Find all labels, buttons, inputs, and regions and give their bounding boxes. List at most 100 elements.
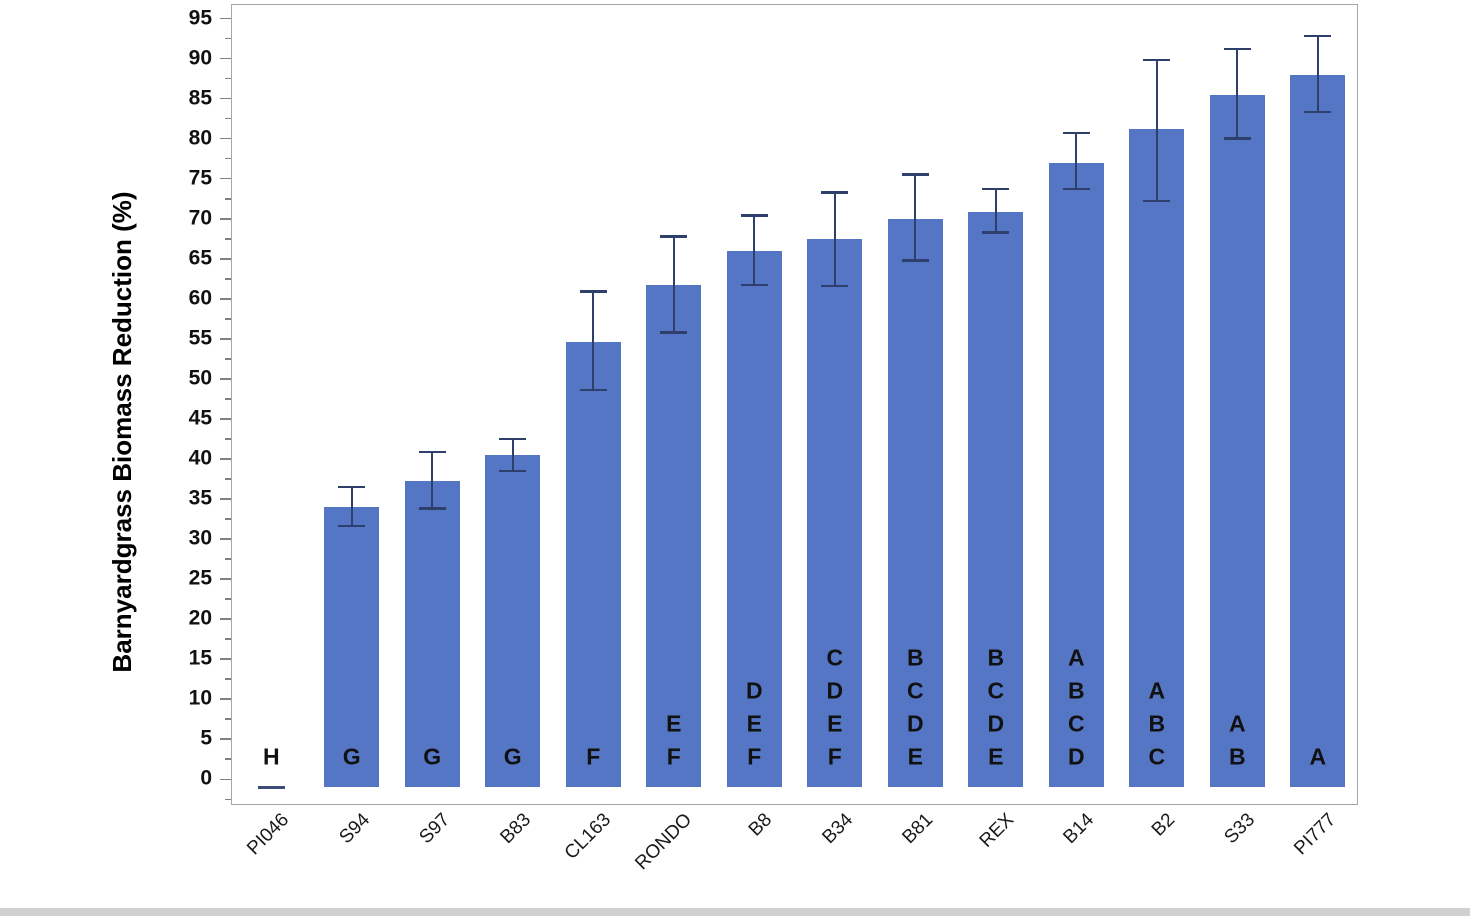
error-bar-B14 bbox=[1075, 133, 1078, 190]
error-bar-CL163-upper-cap bbox=[579, 290, 607, 293]
letter-PI046-H: H bbox=[262, 743, 280, 770]
y-major-tick bbox=[220, 378, 231, 380]
error-bar-REX-upper-cap bbox=[982, 187, 1010, 191]
error-bar-B2 bbox=[1155, 60, 1158, 202]
bar-B8 bbox=[726, 250, 782, 788]
y-minor-tick bbox=[225, 558, 231, 560]
error-bar-B81 bbox=[914, 174, 917, 261]
error-bar-S94 bbox=[350, 487, 353, 527]
error-bar-B14-lower-cap bbox=[1062, 187, 1090, 191]
y-major-tick bbox=[220, 618, 231, 620]
y-tick-label: 40 bbox=[188, 446, 212, 470]
y-major-tick bbox=[220, 658, 231, 660]
error-bar-B14-upper-cap bbox=[1062, 131, 1090, 135]
error-bar-RONDO-upper-cap bbox=[660, 235, 688, 238]
bar-CL163 bbox=[565, 342, 621, 788]
letter-B14-A: A bbox=[1067, 644, 1085, 671]
y-major-tick bbox=[220, 97, 231, 100]
letter-B83-G: G bbox=[503, 743, 522, 770]
y-minor-tick bbox=[225, 598, 231, 600]
letter-RONDO-E: E bbox=[666, 710, 682, 737]
error-bar-CL163 bbox=[592, 291, 595, 391]
y-tick-label: 15 bbox=[188, 646, 212, 670]
letter-S94-G: G bbox=[342, 743, 361, 770]
y-tick-label: 55 bbox=[188, 326, 212, 350]
error-bar-RONDO-lower-cap bbox=[660, 331, 688, 334]
y-minor-tick bbox=[225, 718, 231, 721]
bar-S97 bbox=[404, 480, 460, 788]
y-tick-label: 0 bbox=[200, 766, 212, 790]
y-tick-label: 20 bbox=[188, 606, 212, 630]
error-bar-B83-lower-cap bbox=[499, 469, 527, 473]
y-minor-tick bbox=[225, 197, 231, 200]
bar-PI777 bbox=[1290, 74, 1346, 788]
y-tick-label: 50 bbox=[188, 366, 212, 390]
y-major-tick bbox=[220, 338, 231, 340]
y-minor-tick bbox=[225, 518, 231, 520]
error-bar-PI777-lower-cap bbox=[1304, 111, 1332, 114]
error-bar-S97-lower-cap bbox=[418, 507, 446, 510]
y-major-tick bbox=[220, 57, 231, 60]
y-minor-tick bbox=[225, 678, 231, 680]
letter-REX-C: C bbox=[987, 677, 1005, 704]
y-tick-label: 25 bbox=[188, 566, 212, 590]
y-minor-tick bbox=[225, 278, 231, 280]
error-bar-B2-lower-cap bbox=[1143, 199, 1171, 203]
letter-S97-G: G bbox=[423, 743, 442, 770]
bar-S33 bbox=[1209, 94, 1265, 788]
window-bottom-strip bbox=[0, 908, 1470, 916]
y-major-tick bbox=[220, 298, 231, 300]
error-bar-RONDO bbox=[672, 236, 675, 333]
letter-S33-A: A bbox=[1228, 710, 1246, 737]
y-minor-tick bbox=[225, 638, 231, 640]
error-bar-B34-lower-cap bbox=[821, 284, 849, 288]
y-tick-label: 75 bbox=[188, 166, 212, 190]
error-bar-B8 bbox=[753, 215, 756, 286]
error-bar-CL163-lower-cap bbox=[579, 388, 607, 392]
y-tick-label: 30 bbox=[188, 526, 212, 550]
y-major-tick bbox=[220, 738, 231, 741]
y-minor-tick bbox=[225, 758, 231, 761]
y-minor-tick bbox=[225, 478, 231, 480]
y-minor-tick bbox=[225, 37, 231, 40]
error-bar-S33 bbox=[1236, 48, 1239, 139]
letter-B34-C: C bbox=[826, 644, 844, 671]
error-bar-S33-lower-cap bbox=[1223, 137, 1251, 140]
error-bar-B34-upper-cap bbox=[821, 191, 849, 194]
error-bar-REX-lower-cap bbox=[982, 231, 1010, 234]
y-major-tick bbox=[220, 257, 231, 260]
error-bar-S97-upper-cap bbox=[418, 450, 446, 453]
y-major-tick bbox=[220, 177, 231, 180]
y-tick-label: 35 bbox=[188, 486, 212, 510]
error-bar-B8-upper-cap bbox=[740, 214, 768, 217]
error-bar-B81-upper-cap bbox=[901, 173, 929, 176]
letter-B8-D: D bbox=[745, 677, 763, 704]
y-minor-tick bbox=[225, 798, 231, 801]
letter-B2-A: A bbox=[1148, 677, 1166, 704]
y-major-tick bbox=[220, 538, 231, 540]
y-minor-tick bbox=[225, 318, 231, 320]
letter-B8-F: F bbox=[747, 743, 762, 770]
y-major-tick bbox=[220, 17, 231, 20]
bar-S94 bbox=[324, 507, 380, 788]
letter-S33-B: B bbox=[1228, 743, 1246, 770]
bar-PI046-collapsed bbox=[257, 786, 285, 789]
error-bar-B34 bbox=[833, 192, 836, 286]
y-tick-label: 5 bbox=[200, 726, 212, 750]
letter-B81-C: C bbox=[906, 677, 924, 704]
y-major-tick bbox=[220, 458, 231, 460]
letter-B81-E: E bbox=[907, 743, 923, 770]
plot-area bbox=[231, 4, 1358, 805]
bar-B2 bbox=[1129, 129, 1185, 788]
bar-REX bbox=[968, 211, 1024, 788]
letter-CL163-F: F bbox=[586, 743, 601, 770]
y-minor-tick bbox=[225, 157, 231, 160]
y-tick-label: 65 bbox=[188, 246, 212, 270]
y-minor-tick bbox=[225, 398, 231, 400]
bar-RONDO bbox=[646, 285, 702, 788]
error-bar-S97 bbox=[431, 451, 434, 509]
error-bar-PI777-upper-cap bbox=[1304, 34, 1332, 38]
error-bar-PI777 bbox=[1316, 36, 1319, 113]
error-bar-S94-upper-cap bbox=[338, 485, 366, 489]
y-major-tick bbox=[220, 217, 231, 220]
